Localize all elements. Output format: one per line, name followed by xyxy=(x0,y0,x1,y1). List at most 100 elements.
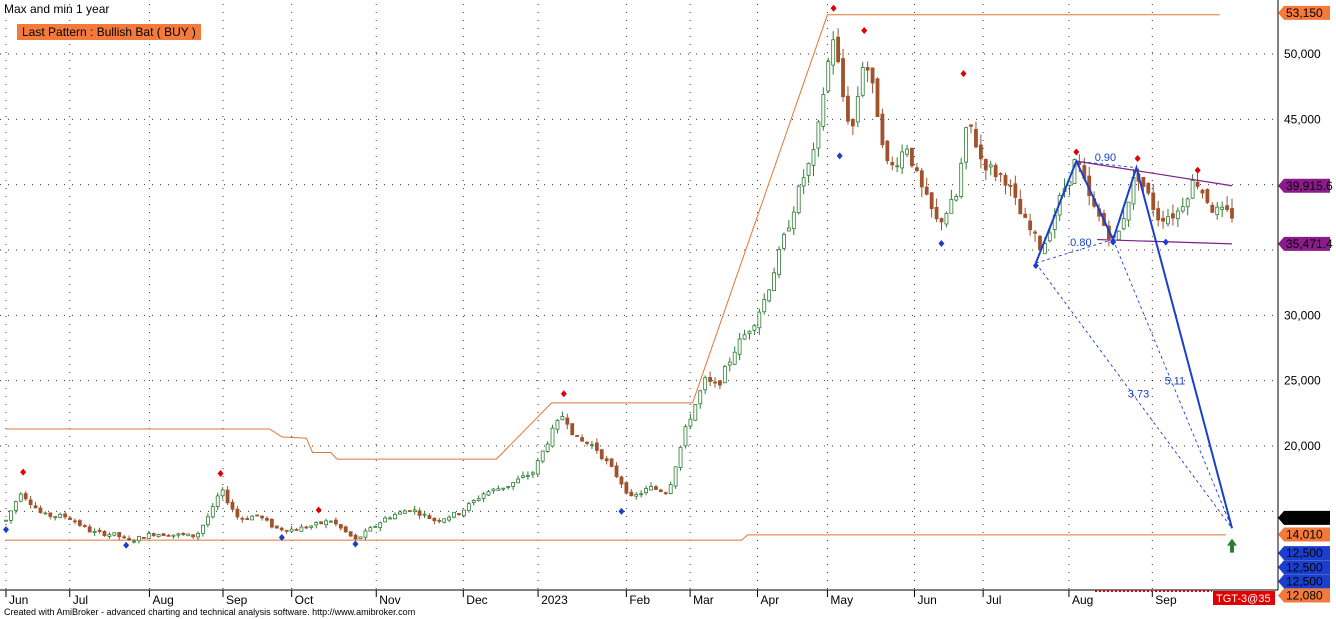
pivot-low-marker xyxy=(352,540,359,548)
candle-body xyxy=(245,518,250,521)
candle-body xyxy=(983,159,988,171)
candle-body xyxy=(137,536,141,542)
candle-body xyxy=(870,67,875,84)
candle-body xyxy=(836,36,841,63)
candle-body xyxy=(63,513,67,518)
candle-body xyxy=(1042,243,1047,254)
candle-body xyxy=(796,185,801,214)
candle-body xyxy=(304,526,309,529)
candle-body xyxy=(48,512,53,517)
candle-body xyxy=(594,442,599,451)
candle-body xyxy=(73,520,77,523)
candle-body xyxy=(122,536,127,539)
candle-body xyxy=(860,66,865,96)
candle-body xyxy=(806,163,811,176)
candle-body xyxy=(688,418,693,427)
candle-body xyxy=(151,533,156,536)
support-resistance-layer xyxy=(6,14,1226,541)
price-tag-bg xyxy=(1278,527,1330,542)
pattern-ratio-line xyxy=(1035,262,1233,529)
candle-body xyxy=(1230,208,1234,219)
candle-body xyxy=(220,489,225,497)
candle-body xyxy=(333,519,338,525)
candle-body xyxy=(1116,230,1121,241)
candle-body xyxy=(747,330,752,334)
x-tick-label: Oct xyxy=(295,593,314,607)
x-tick-label: Nov xyxy=(379,593,400,607)
candle-body xyxy=(1161,217,1165,222)
candle-body xyxy=(496,488,501,491)
candle-body xyxy=(43,512,48,515)
candle-body xyxy=(176,533,181,536)
x-tick-label: Feb xyxy=(629,593,650,607)
candle-body xyxy=(540,450,545,462)
candle-body xyxy=(1013,183,1018,198)
candle-body xyxy=(757,311,762,329)
pivot-low-marker xyxy=(1032,262,1039,270)
candle-body xyxy=(629,491,634,497)
candle-body xyxy=(1141,176,1146,188)
candle-body xyxy=(914,167,919,172)
candle-body xyxy=(791,211,796,230)
candle-body xyxy=(816,121,821,149)
candle-body xyxy=(196,533,200,538)
candle-body xyxy=(599,449,604,460)
pivot-high-marker xyxy=(560,390,567,398)
pivot-high-marker xyxy=(1073,148,1080,156)
candle-body xyxy=(1215,206,1220,216)
candle-body xyxy=(634,493,639,497)
candle-body xyxy=(516,478,520,484)
candle-body xyxy=(649,486,653,491)
candle-body xyxy=(929,192,934,210)
pivot-high-marker xyxy=(960,70,967,78)
pivot-high-marker xyxy=(830,4,837,12)
candle-body xyxy=(378,522,383,529)
candle-body xyxy=(673,466,678,487)
candle-body xyxy=(348,531,353,537)
candle-body xyxy=(452,511,456,518)
pattern-ratio-label: 3.73 xyxy=(1128,389,1149,401)
candle-body xyxy=(186,533,191,537)
candle-body xyxy=(988,164,993,168)
candle-body xyxy=(324,520,328,526)
y-tick-label: 25,000 xyxy=(1284,374,1321,388)
candle-body xyxy=(910,147,914,167)
x-tick-label: Jun xyxy=(9,593,28,607)
channel-upper-line xyxy=(1076,160,1233,187)
candle-body xyxy=(535,460,540,475)
candle-body xyxy=(13,501,18,511)
pivot-high-marker xyxy=(315,506,322,514)
candle-body xyxy=(1008,185,1013,187)
x-tick-label: Mar xyxy=(693,593,714,607)
price-tag-label: 53,150 xyxy=(1286,6,1323,20)
candle-body xyxy=(708,377,712,382)
pivot-marker-layer xyxy=(3,4,1237,553)
pivot-low-marker xyxy=(618,507,625,515)
candle-body xyxy=(1151,192,1156,210)
candle-body xyxy=(329,520,333,523)
pattern-ratio-line xyxy=(1112,239,1233,529)
x-tick-label: Aug xyxy=(152,593,173,607)
candle-body xyxy=(555,419,560,430)
candle-body xyxy=(1171,213,1175,219)
candle-body xyxy=(274,525,279,529)
candle-body xyxy=(530,472,535,475)
candle-body xyxy=(363,530,368,538)
axis-layer: 20,000 25,000 30,000 45,000 50,000 Jun Jul Aug S… xyxy=(0,0,1321,607)
candle-body xyxy=(284,529,289,532)
candle-body xyxy=(865,67,870,71)
candle-body xyxy=(964,127,969,163)
candle-body xyxy=(934,206,939,220)
candle-body xyxy=(727,361,732,366)
candle-body xyxy=(850,118,855,127)
candle-body xyxy=(201,524,205,534)
candle-body xyxy=(565,417,570,425)
candle-body xyxy=(993,164,998,178)
candle-body xyxy=(939,218,944,223)
candle-body xyxy=(959,162,964,198)
candle-body xyxy=(1033,231,1037,234)
price-tag-bg xyxy=(1278,588,1330,603)
candle-body xyxy=(511,482,516,487)
candle-body xyxy=(619,476,624,485)
candle-body xyxy=(772,272,776,292)
